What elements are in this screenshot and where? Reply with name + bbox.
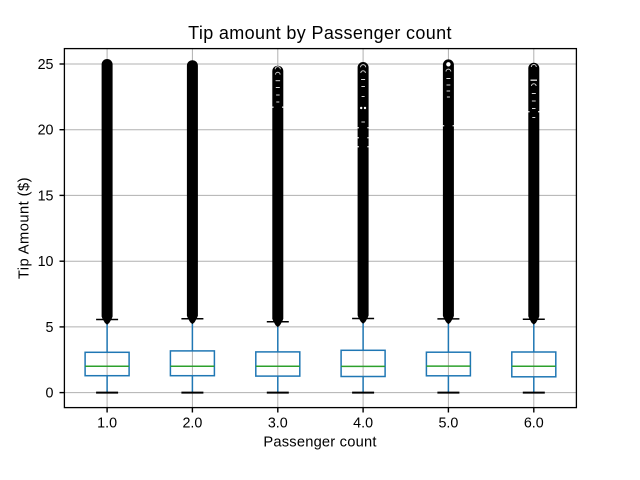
svg-text:4.0: 4.0 — [353, 415, 373, 431]
svg-text:20: 20 — [38, 123, 54, 139]
svg-text:0: 0 — [46, 386, 54, 402]
svg-text:2.0: 2.0 — [182, 415, 202, 431]
svg-text:3.0: 3.0 — [268, 415, 288, 431]
svg-text:5: 5 — [46, 320, 54, 336]
svg-text:Tip Amount ($): Tip Amount ($) — [17, 177, 33, 279]
svg-text:10: 10 — [38, 254, 54, 270]
svg-text:Tip amount by Passenger count: Tip amount by Passenger count — [188, 23, 452, 43]
svg-text:5.0: 5.0 — [438, 415, 458, 431]
svg-text:6.0: 6.0 — [524, 415, 544, 431]
svg-text:Passenger count: Passenger count — [263, 435, 376, 451]
svg-text:1.0: 1.0 — [97, 415, 117, 431]
svg-text:15: 15 — [38, 188, 54, 204]
svg-text:25: 25 — [38, 57, 54, 73]
